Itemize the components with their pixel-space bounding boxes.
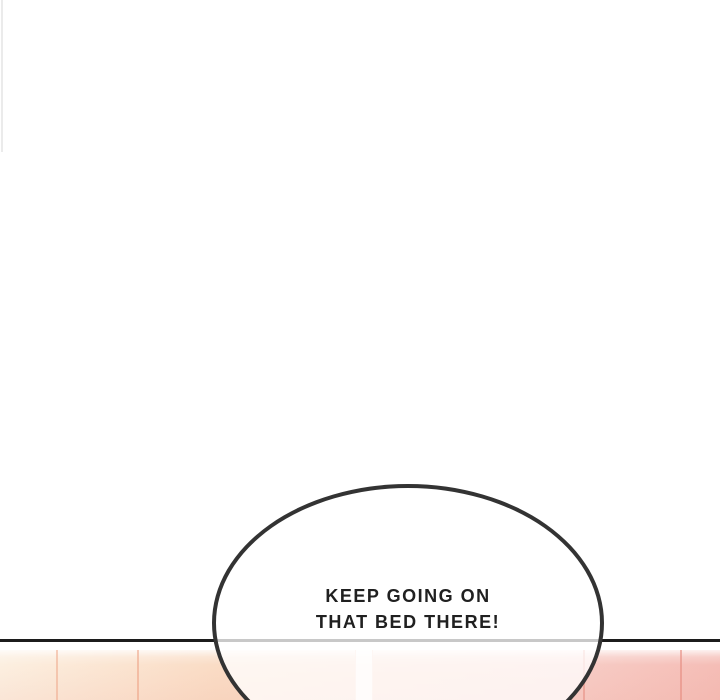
speech-bubble-line-1: KEEP GOING ON	[325, 586, 491, 606]
speech-bubble-text: KEEP GOING ON THAT BED THERE!	[212, 583, 604, 635]
wall-panel-seam	[137, 650, 139, 700]
speech-bubble-line-2: THAT BED THERE!	[315, 612, 501, 632]
page-edge-artifact-line	[1, 0, 3, 152]
wall-panel-seam	[56, 650, 58, 700]
wall-panel-seam	[680, 650, 682, 700]
